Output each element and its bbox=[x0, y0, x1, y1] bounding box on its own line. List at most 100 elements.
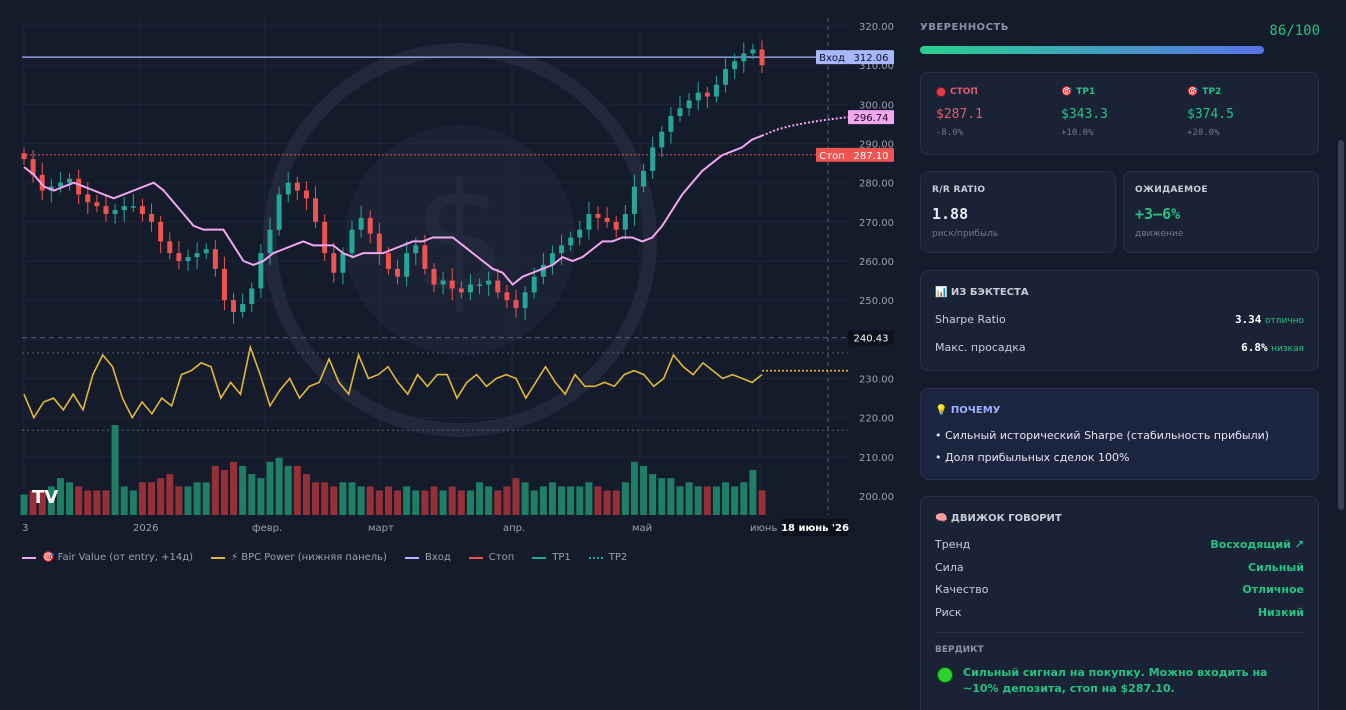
volume-bar bbox=[129, 490, 137, 515]
stop-price: $287.1 bbox=[936, 107, 983, 122]
candle-body bbox=[531, 276, 537, 293]
volume-bar bbox=[93, 490, 101, 515]
volume-bar bbox=[567, 486, 575, 515]
candle-body bbox=[413, 245, 419, 254]
volume-bar bbox=[293, 465, 301, 515]
candle-body bbox=[549, 253, 555, 265]
candle-body bbox=[385, 253, 391, 269]
volume-bar bbox=[722, 482, 730, 515]
candle-body bbox=[121, 206, 127, 211]
stop-price-label: 287.10 bbox=[854, 151, 889, 162]
volume-bar bbox=[448, 486, 456, 515]
why-text: • Доля прибыльных сделок 100% bbox=[935, 451, 1130, 464]
levels-card: СТОП $287.1 -8.0% 🎯 TP1 $343.3 +10.0% 🎯 TP… bbox=[920, 72, 1319, 155]
candle-body bbox=[668, 116, 674, 132]
volume-bar bbox=[585, 482, 593, 515]
volume-bar bbox=[29, 490, 37, 515]
volume-bar bbox=[66, 482, 74, 515]
legend-swatch bbox=[588, 556, 603, 559]
candle-body bbox=[513, 300, 519, 308]
stop-level: СТОП $287.1 -8.0% bbox=[936, 87, 1046, 138]
candle-body bbox=[240, 304, 246, 312]
power-line bbox=[23, 344, 763, 420]
watermark-disc bbox=[345, 125, 575, 355]
y-tick-label: 210.00 bbox=[859, 453, 894, 464]
legend-item[interactable]: TP2 bbox=[588, 552, 627, 563]
candle-body bbox=[431, 268, 437, 285]
fair-price-label: 296.74 bbox=[854, 113, 889, 124]
volume-bar bbox=[102, 490, 110, 515]
candle-body bbox=[349, 229, 355, 254]
volume-bar bbox=[239, 465, 247, 515]
volume-bar bbox=[275, 457, 283, 515]
y-tick-label: 230.00 bbox=[859, 375, 894, 386]
volume-bar bbox=[548, 482, 556, 515]
rr-value: 1.88 bbox=[932, 205, 969, 223]
legend-item[interactable]: Стоп bbox=[468, 552, 514, 563]
candle-body bbox=[21, 153, 27, 160]
volume-bar bbox=[731, 486, 739, 515]
volume-bar bbox=[193, 482, 201, 515]
backtest-value: 3.34 bbox=[1234, 313, 1262, 326]
tp1-level: 🎯 TP1 $343.3 +10.0% bbox=[1061, 87, 1171, 138]
backtest-tag: низкая bbox=[1271, 344, 1304, 354]
candle-body bbox=[577, 229, 583, 238]
why-item: • Сильный исторический Sharpe (стабильно… bbox=[935, 429, 1304, 442]
target-icon: 🎯 bbox=[1061, 87, 1073, 97]
candle-body bbox=[103, 206, 109, 214]
volume-bar bbox=[539, 486, 547, 515]
legend-label: TP1 bbox=[552, 552, 571, 563]
x-tick-label: март bbox=[368, 523, 394, 534]
candle-body bbox=[149, 214, 155, 222]
backtest-value: 6.8% bbox=[1241, 341, 1268, 354]
candle-body bbox=[203, 249, 209, 254]
entry-price-label: 312.06 bbox=[854, 53, 889, 64]
legend-swatch bbox=[532, 556, 547, 559]
legend-item[interactable]: TP1 bbox=[532, 552, 571, 563]
scrollbar[interactable] bbox=[1338, 140, 1344, 510]
volume-bar bbox=[658, 478, 666, 515]
candle-body bbox=[677, 108, 683, 117]
volume-bar bbox=[38, 490, 46, 515]
volume-bar bbox=[75, 486, 83, 515]
volume-bar bbox=[612, 490, 620, 515]
y-tick-label: 300.00 bbox=[859, 100, 894, 111]
candle-body bbox=[276, 194, 282, 230]
legend-item[interactable]: ⚡ BPC Power (нижняя панель) bbox=[211, 552, 387, 563]
why-text: • Сильный исторический Sharpe (стабильно… bbox=[935, 429, 1270, 442]
price-chart[interactable]: $320.00 310.00 300.00 290.00 280.00 270.00 260… bbox=[0, 0, 900, 710]
volume-bar bbox=[330, 486, 338, 515]
volume-bar bbox=[694, 486, 702, 515]
y-tick-label: 250.00 bbox=[859, 296, 894, 307]
engine-key: Риск bbox=[935, 606, 962, 619]
tp1-label: TP1 bbox=[1076, 87, 1096, 97]
candle-body bbox=[750, 49, 756, 54]
legend-swatch bbox=[22, 556, 36, 559]
volume-bar bbox=[576, 486, 584, 515]
volume-bar bbox=[56, 478, 64, 515]
volume-bar bbox=[202, 482, 210, 515]
volume-bar bbox=[494, 490, 502, 515]
volume-bar bbox=[749, 470, 757, 515]
confidence-label: УВЕРЕННОСТЬ bbox=[920, 22, 1009, 33]
legend-item[interactable]: 🎯 Fair Value (от entry, +14д) bbox=[22, 552, 193, 563]
volume-bar bbox=[640, 465, 648, 515]
engine-value: Восходящий ↗ bbox=[1210, 538, 1304, 551]
backtest-row: Макс. просадка 6.8% низкая bbox=[935, 341, 1304, 354]
candle-body bbox=[212, 249, 218, 269]
tp1-pct: +10.0% bbox=[1061, 128, 1094, 138]
legend-item[interactable]: Вход bbox=[404, 552, 451, 563]
volume-bar bbox=[439, 490, 447, 515]
candle-body bbox=[112, 210, 118, 214]
candle-body bbox=[422, 245, 428, 269]
power-price-label-box bbox=[848, 330, 894, 345]
tp2-level: 🎯 TP2 $374.5 +20.0% bbox=[1187, 87, 1297, 138]
chart-canvas[interactable]: $320.00310.00300.00290.00280.00270.00260… bbox=[0, 0, 900, 545]
y-tick-label: 310.00 bbox=[859, 61, 894, 72]
volume-bar bbox=[211, 465, 219, 515]
x-tick-label: февр. bbox=[252, 523, 282, 534]
engine-value: Сильный bbox=[1247, 561, 1304, 574]
volume-bar bbox=[758, 490, 766, 515]
candle-body bbox=[759, 49, 765, 66]
volume-bar bbox=[740, 482, 748, 515]
